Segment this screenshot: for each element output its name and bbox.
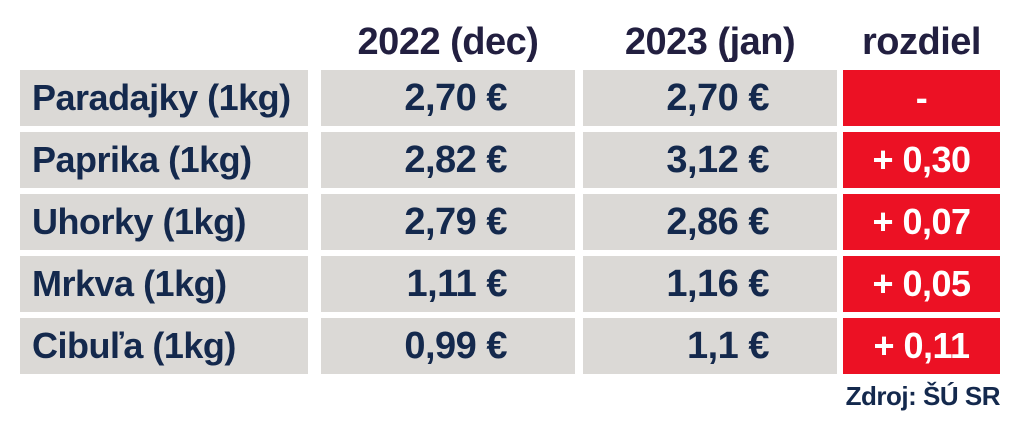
cell-diff: - <box>843 70 1000 126</box>
table-row: Uhorky (1kg) 2,79 € 2,86 € + 0,07 <box>20 194 1000 250</box>
cell-2022-dec: 2,70 € <box>321 70 575 126</box>
row-label: Uhorky (1kg) <box>20 194 308 250</box>
cell-diff: + 0,30 <box>843 132 1000 188</box>
row-label: Cibuľa (1kg) <box>20 318 308 374</box>
table-row: Cibuľa (1kg) 0,99 € 1,1 € + 0,11 <box>20 318 1000 374</box>
cell-2022-dec: 0,99 € <box>321 318 575 374</box>
cell-2023-jan: 2,70 € <box>583 70 837 126</box>
cell-2022-dec: 2,82 € <box>321 132 575 188</box>
row-label: Mrkva (1kg) <box>20 256 308 312</box>
cell-2023-jan: 1,1 € <box>583 318 837 374</box>
cell-diff: + 0,11 <box>843 318 1000 374</box>
row-label: Paradajky (1kg) <box>20 70 308 126</box>
cell-2022-dec: 1,11 € <box>321 256 575 312</box>
cell-2022-dec: 2,79 € <box>321 194 575 250</box>
table-row: Mrkva (1kg) 1,11 € 1,16 € + 0,05 <box>20 256 1000 312</box>
cell-2023-jan: 2,86 € <box>583 194 837 250</box>
column-header-2023-jan: 2023 (jan) <box>624 21 796 63</box>
table-row: Paradajky (1kg) 2,70 € 2,70 € - <box>20 70 1000 126</box>
column-header-2022-dec: 2022 (dec) <box>357 21 539 63</box>
price-table: 2022 (dec) 2023 (jan) rozdiel Paradajky … <box>20 0 1001 411</box>
cell-diff: + 0,07 <box>843 194 1000 250</box>
cell-2023-jan: 1,16 € <box>583 256 837 312</box>
table-header-row: 2022 (dec) 2023 (jan) rozdiel <box>20 0 1000 70</box>
table-row: Paprika (1kg) 2,82 € 3,12 € + 0,30 <box>20 132 1000 188</box>
row-label: Paprika (1kg) <box>20 132 308 188</box>
cell-diff: + 0,05 <box>843 256 1000 312</box>
cell-2023-jan: 3,12 € <box>583 132 837 188</box>
column-header-rozdiel: rozdiel <box>862 21 981 63</box>
source-credit: Zdroj: ŠÚ SR <box>845 381 1001 411</box>
